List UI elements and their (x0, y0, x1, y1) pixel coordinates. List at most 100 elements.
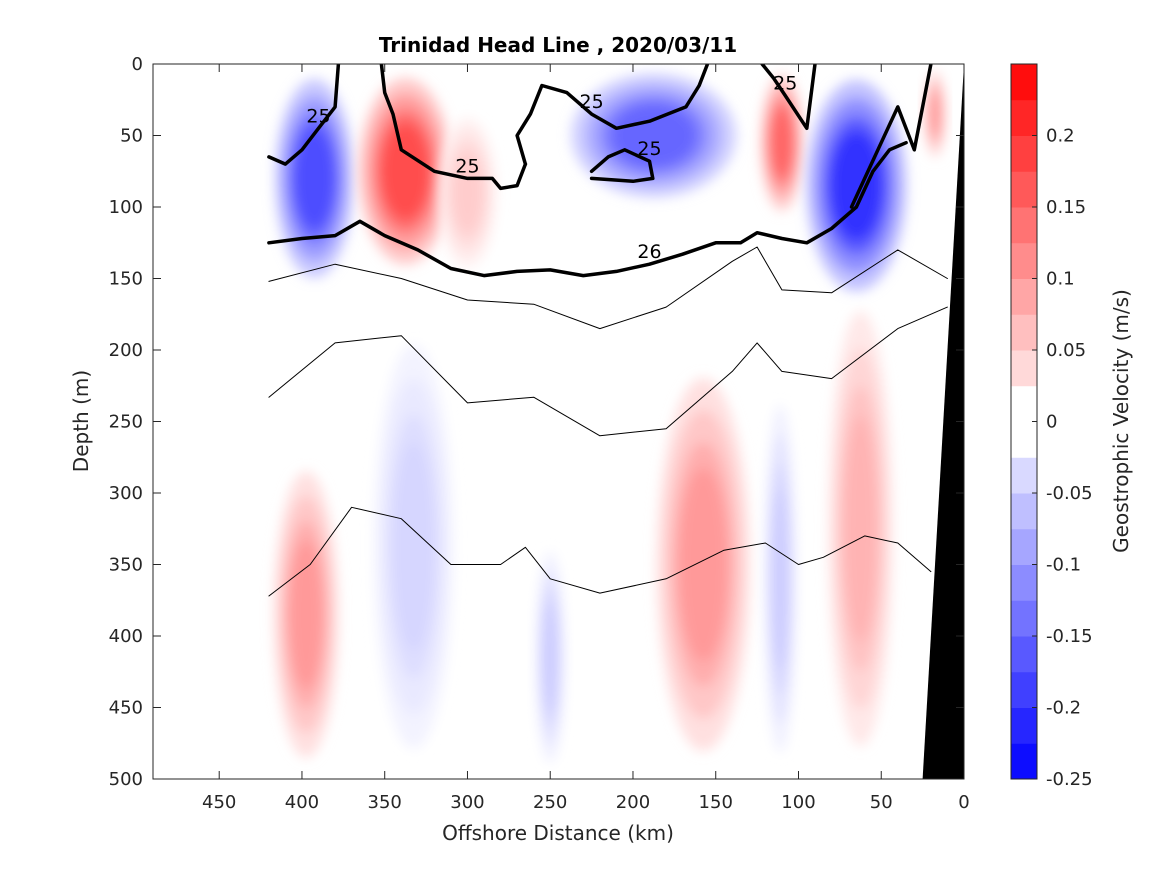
velocity-core-level (452, 154, 483, 232)
velocity-core-level (289, 540, 323, 689)
x-tick-label: 400 (285, 792, 319, 813)
velocity-core-positive-11 (656, 377, 751, 752)
isopycnal-line-7 (267, 140, 908, 278)
velocity-core-level (679, 467, 728, 662)
colorbar-segment (1011, 135, 1037, 172)
velocity-core-positive-7 (924, 70, 946, 158)
y-axis-label: Depth (m) (69, 370, 93, 472)
velocity-core-positive-10 (273, 471, 339, 758)
contour-label-26: 26 (637, 241, 661, 263)
velocity-core-level (393, 442, 435, 652)
velocity-core-level (542, 602, 558, 713)
colorbar-segment (1011, 64, 1037, 101)
isopycnal-line-9 (268, 306, 948, 437)
contour-label-25: 25 (580, 91, 604, 113)
x-tick-label: 200 (616, 792, 650, 813)
velocity-core-negative-12 (764, 404, 797, 753)
colorbar-tick-label: -0.15 (1046, 626, 1093, 647)
velocity-core-level (772, 488, 789, 669)
x-tick-label: 250 (533, 792, 567, 813)
y-tick-label: 450 (109, 698, 143, 719)
velocity-core-level (843, 416, 878, 642)
velocity-core-level (830, 130, 883, 241)
x-axis: 450 400 350 300 250 200 150 100 50 0 (202, 64, 970, 813)
isopycnal-line-6 (849, 64, 933, 209)
colorbar-tick-label: 0.1 (1046, 269, 1075, 290)
velocity-core-positive-5 (760, 74, 804, 212)
colorbar-segment (1011, 600, 1037, 637)
isopycnal-line-5 (760, 64, 817, 131)
chart-title: Trinidad Head Line , 2020/03/11 (379, 33, 737, 57)
y-tick-label: 200 (109, 340, 143, 361)
velocity-core-negative-4 (570, 73, 737, 198)
colorbar-segment (1011, 421, 1037, 458)
velocity-core-positive-3 (438, 118, 497, 268)
colorbar-tick-label: 0 (1046, 412, 1057, 433)
colorbar-segment (1011, 528, 1037, 565)
colorbar-segment (1011, 350, 1037, 387)
velocity-core-level (770, 107, 794, 179)
x-tick-label: 50 (870, 792, 893, 813)
contour-label-25: 25 (773, 72, 797, 94)
colorbar-segment (1011, 493, 1037, 530)
colorbar-tick-label: -0.05 (1046, 483, 1093, 504)
contour-labels: 25 25 25 25 25 26 (306, 72, 797, 263)
bathymetry-layer (922, 64, 964, 779)
colorbar-segment (1011, 385, 1037, 422)
colorbar-segment (1011, 564, 1037, 601)
velocity-core-level (929, 91, 941, 137)
colorbar-segment (1011, 671, 1037, 708)
colorbar-tick-label: 0.2 (1046, 126, 1075, 147)
contour-label-25: 25 (637, 138, 661, 160)
y-tick-label: 0 (132, 54, 143, 75)
colorbar-segment (1011, 171, 1037, 208)
contour-label-25: 25 (306, 105, 330, 127)
colorbar-tick-label: -0.1 (1046, 555, 1081, 576)
y-tick-label: 100 (109, 197, 143, 218)
y-tick-label: 500 (109, 769, 143, 790)
colorbar-segment (1011, 242, 1037, 279)
x-tick-label: 0 (958, 792, 969, 813)
x-tick-label: 100 (781, 792, 815, 813)
velocity-core-positive-13 (828, 311, 893, 747)
isopycnal-line-3 (515, 64, 710, 166)
velocity-core-negative-6 (806, 79, 907, 292)
isopycnal-line-8 (268, 246, 948, 330)
velocity-core-negative-8 (374, 344, 454, 749)
colorbar-segment (1011, 207, 1037, 244)
colorbar-segment (1011, 278, 1037, 315)
y-tick-label: 350 (109, 555, 143, 576)
velocity-field (273, 70, 946, 764)
isopycnal-line-2 (379, 64, 528, 191)
x-tick-label: 300 (450, 792, 484, 813)
y-tick-label: 50 (120, 126, 143, 147)
isopycnal-line-4 (589, 148, 655, 184)
colorbar: 0.2 0.15 0.1 0.05 0 -0.05 -0.1 -0.15 -0.2 -0.25 (1010, 63, 1093, 790)
y-tick-label: 300 (109, 483, 143, 504)
velocity-core-positive-2 (358, 77, 453, 265)
colorbar-segment (1011, 457, 1037, 494)
isopycnal-line-1 (267, 64, 341, 166)
x-tick-label: 450 (202, 792, 236, 813)
y-axis: 0 50 100 150 200 250 300 350 400 450 500 (109, 54, 964, 790)
contour-label-25: 25 (455, 155, 479, 177)
colorbar-segment (1011, 743, 1037, 780)
colorbar-tick-label: 0.15 (1046, 197, 1086, 218)
velocity-core-level (293, 126, 335, 230)
colorbar-tick-label: -0.25 (1046, 769, 1093, 790)
colorbar-segment (1011, 707, 1037, 744)
velocity-core-negative-9 (535, 551, 565, 764)
velocity-core-negative-1 (274, 78, 354, 278)
isopycnal-line-10 (268, 506, 932, 597)
x-axis-label: Offshore Distance (km) (442, 821, 674, 845)
y-tick-label: 250 (109, 412, 143, 433)
velocity-core-level (381, 122, 430, 220)
colorbar-segment (1011, 636, 1037, 673)
colorbar-tick-label: 0.05 (1046, 340, 1086, 361)
colorbar-label: Geostrophic Velocity (m/s) (1109, 289, 1133, 553)
y-tick-label: 400 (109, 626, 143, 647)
x-tick-label: 150 (699, 792, 733, 813)
y-tick-label: 150 (109, 269, 143, 290)
